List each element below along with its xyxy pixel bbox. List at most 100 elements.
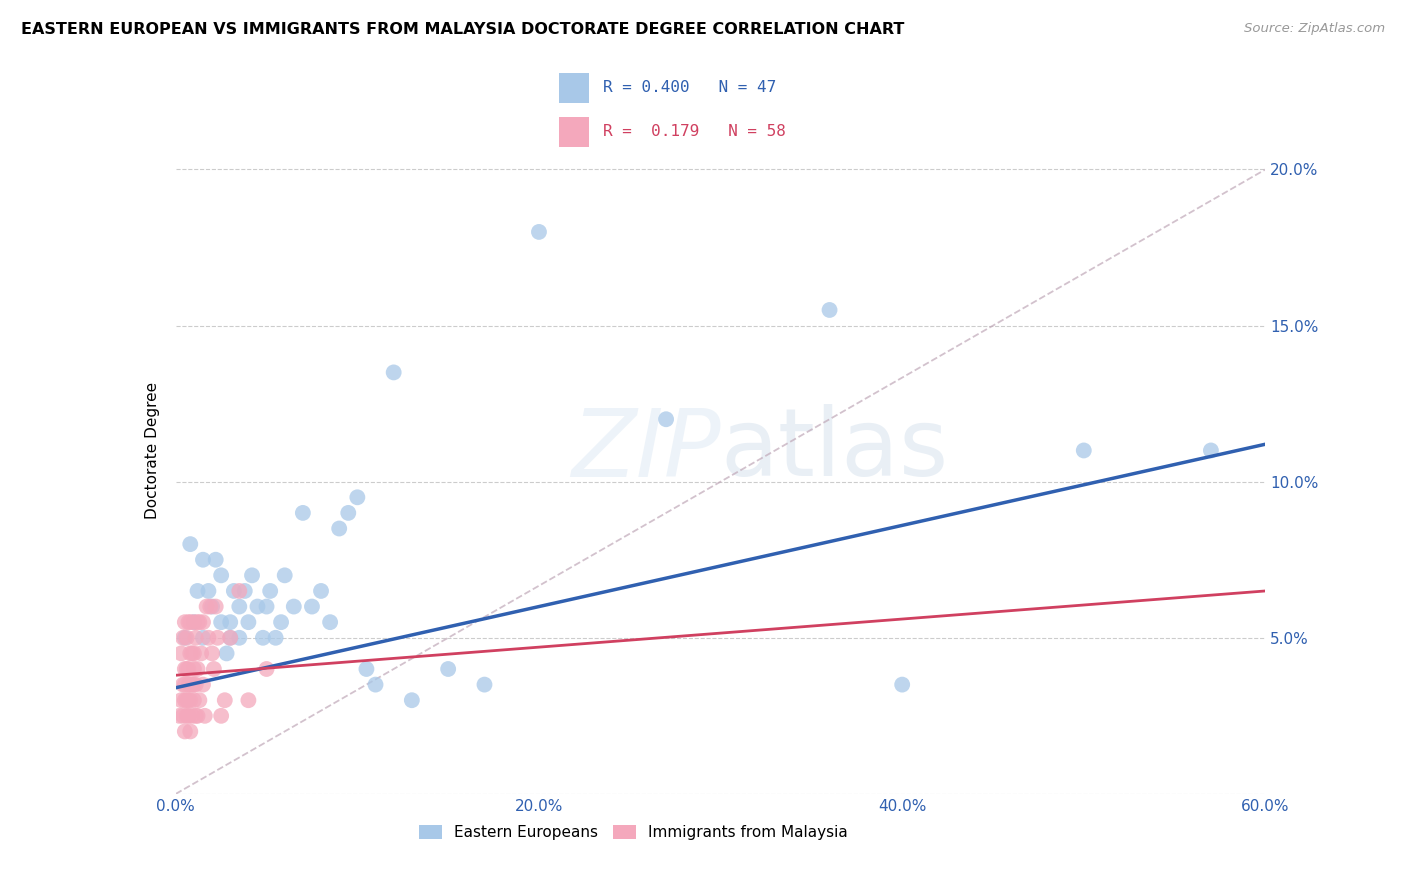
Point <box>184 631 207 645</box>
Point <box>194 708 217 723</box>
Point <box>818 302 841 317</box>
Point <box>209 708 232 723</box>
Point <box>228 599 250 614</box>
Point <box>1199 443 1222 458</box>
Point <box>177 615 200 630</box>
Point <box>177 662 200 676</box>
Text: EASTERN EUROPEAN VS IMMIGRANTS FROM MALAYSIA DOCTORATE DEGREE CORRELATION CHART: EASTERN EUROPEAN VS IMMIGRANTS FROM MALA… <box>21 22 904 37</box>
Point <box>191 631 214 645</box>
Point <box>186 615 209 630</box>
Point <box>176 662 198 676</box>
Point <box>252 631 274 645</box>
Point <box>264 631 287 645</box>
Point <box>214 693 236 707</box>
Point <box>183 646 205 660</box>
Point <box>201 599 224 614</box>
Point <box>209 615 232 630</box>
Point <box>474 678 496 692</box>
Point <box>183 662 205 676</box>
Point <box>173 678 195 692</box>
Point <box>183 615 205 630</box>
Point <box>319 615 342 630</box>
Point <box>172 708 194 723</box>
Point <box>655 412 678 426</box>
Point <box>177 693 200 707</box>
Bar <box>560 117 589 147</box>
Point <box>183 693 205 707</box>
Point <box>179 615 201 630</box>
Point <box>202 662 225 676</box>
Point <box>177 708 200 723</box>
Point <box>181 708 204 723</box>
Point <box>222 583 245 598</box>
Point <box>364 678 387 692</box>
Point <box>527 225 550 239</box>
Point <box>191 615 214 630</box>
Point <box>172 678 194 692</box>
Point <box>259 583 281 598</box>
Point <box>228 583 250 598</box>
Point <box>291 506 314 520</box>
Point <box>172 631 194 645</box>
Point <box>186 662 209 676</box>
Point <box>173 693 195 707</box>
Point <box>179 678 201 692</box>
Point <box>170 693 193 707</box>
Point <box>176 708 198 723</box>
Point <box>173 724 195 739</box>
Point <box>256 599 278 614</box>
Point <box>197 583 219 598</box>
Point <box>170 646 193 660</box>
Point <box>246 599 269 614</box>
Bar <box>560 73 589 103</box>
Point <box>183 678 205 692</box>
Text: Source: ZipAtlas.com: Source: ZipAtlas.com <box>1244 22 1385 36</box>
Point <box>184 708 207 723</box>
Point <box>346 490 368 504</box>
Point <box>191 678 214 692</box>
Point <box>173 662 195 676</box>
Point <box>197 631 219 645</box>
Point <box>201 646 224 660</box>
Point <box>256 662 278 676</box>
Point <box>186 583 209 598</box>
Point <box>215 646 238 660</box>
Y-axis label: Doctorate Degree: Doctorate Degree <box>145 382 160 519</box>
Point <box>179 646 201 660</box>
Point <box>207 631 229 645</box>
Point <box>183 615 205 630</box>
Point <box>356 662 378 676</box>
Point <box>274 568 297 582</box>
Point <box>1073 443 1095 458</box>
Point <box>179 537 201 551</box>
Point <box>240 568 263 582</box>
Point <box>238 693 260 707</box>
Point <box>337 506 360 520</box>
Point <box>188 693 211 707</box>
Point <box>328 521 350 535</box>
Point <box>219 615 242 630</box>
Point <box>181 646 204 660</box>
Point <box>309 583 332 598</box>
Point <box>437 662 460 676</box>
Point <box>382 366 405 380</box>
Point <box>219 631 242 645</box>
Text: atlas: atlas <box>721 404 949 497</box>
Legend: Eastern Europeans, Immigrants from Malaysia: Eastern Europeans, Immigrants from Malay… <box>411 818 856 848</box>
Point <box>184 678 207 692</box>
Point <box>179 724 201 739</box>
Point <box>191 552 214 567</box>
Point <box>301 599 323 614</box>
Point <box>176 693 198 707</box>
Point <box>200 599 222 614</box>
Point <box>173 631 195 645</box>
Point <box>219 631 242 645</box>
Point <box>228 631 250 645</box>
Point <box>204 552 226 567</box>
Text: R = 0.400   N = 47: R = 0.400 N = 47 <box>603 80 776 95</box>
Point <box>181 678 204 692</box>
Point <box>186 708 209 723</box>
Point <box>401 693 423 707</box>
Point <box>238 615 260 630</box>
Point <box>891 678 914 692</box>
